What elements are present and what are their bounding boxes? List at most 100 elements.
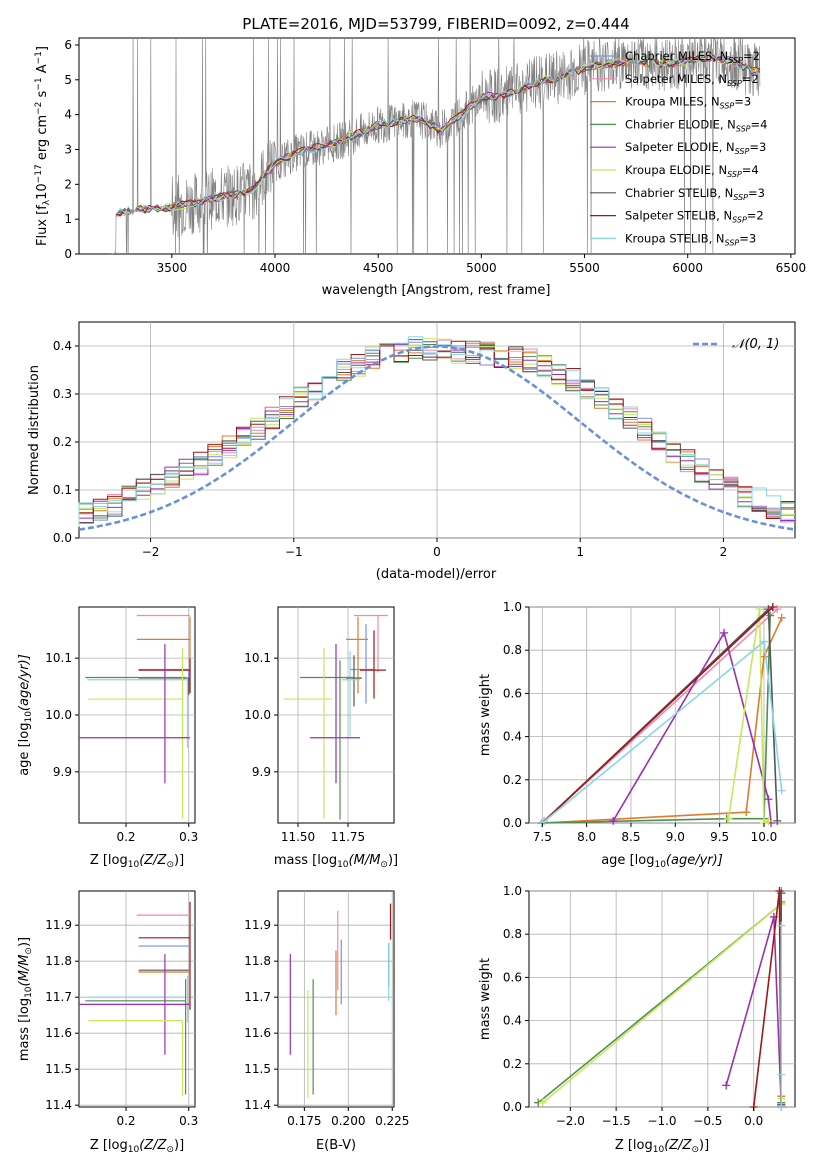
weight-marker-salpeter_elodie xyxy=(720,628,729,637)
y-tick-label: 1.0 xyxy=(503,884,522,898)
weight-marker-kroupa_elodie xyxy=(724,814,733,823)
x-tick-label: 0.175 xyxy=(287,1114,321,1128)
x-tick-label: −0.5 xyxy=(693,1114,722,1128)
y-tick-label: 11.7 xyxy=(244,990,271,1004)
y-tick-label: 0.0 xyxy=(53,531,72,545)
x-tick-label: −1.5 xyxy=(602,1114,631,1128)
x-tick-label: 9.0 xyxy=(666,830,685,844)
x-tick-label: −1.0 xyxy=(647,1114,676,1128)
residuals-ylabel: Normed distribution xyxy=(27,365,42,495)
weight-vs-z-ylabel: mass weight xyxy=(478,958,493,1040)
y-tick-label: 4 xyxy=(64,108,72,122)
x-tick-label: 9.5 xyxy=(710,830,729,844)
spectrum-panel: PLATE=2016, MJD=53799, FIBERID=0092, z=0… xyxy=(34,15,806,298)
observed-spectrum-line xyxy=(110,38,761,254)
x-tick-label: 6500 xyxy=(776,261,807,275)
x-tick-label: 6000 xyxy=(672,261,703,275)
y-tick-label: 0.2 xyxy=(503,1057,522,1071)
x-tick-label: 0.3 xyxy=(179,1114,198,1128)
spectrum-legend: Chabrier MILES, NSSP=2 Salpeter MILES, NS… xyxy=(590,49,767,247)
weight-marker-kroupa_stelib xyxy=(777,786,786,795)
mass-vs-z-panel: 0.2 0.3 11.4 11.5 11.6 11.7 11.8 11.9 Z [log10(… xyxy=(17,890,198,1155)
x-tick-label: 8.5 xyxy=(621,830,640,844)
weight-marker-kroupa_stelib xyxy=(777,1070,786,1079)
weight-marker-kroupa_stelib xyxy=(759,637,768,646)
y-tick-label: 0.8 xyxy=(503,643,522,657)
y-tick-label: 11.4 xyxy=(45,1098,72,1112)
x-tick-label: −1 xyxy=(285,545,303,559)
x-tick-label: 4000 xyxy=(260,261,291,275)
y-tick-label: 0.0 xyxy=(503,1100,522,1114)
y-tick-label: 11.4 xyxy=(244,1098,271,1112)
mass-vs-z-ylabel: mass [log10(M/M⊙)] xyxy=(17,937,34,1061)
y-tick-label: 0.8 xyxy=(503,927,522,941)
legend-label-kroupa_elodie: Kroupa ELODIE, NSSP=4 xyxy=(625,163,759,179)
weight-marker-salpeter_miles xyxy=(773,605,782,614)
weight-marker-chabrier_stelib xyxy=(773,816,782,825)
legend-label-salpeter_elodie: Salpeter ELODIE, NSSP=3 xyxy=(625,140,766,156)
weight-marker-salpeter_stelib xyxy=(768,603,777,611)
weight-line-salpeter_stelib xyxy=(541,606,774,824)
y-tick-label: 0.6 xyxy=(503,686,522,700)
y-tick-label: 0.4 xyxy=(53,339,72,353)
age-vs-z-xlabel: Z [log10(Z/Z⊙)] xyxy=(90,853,184,870)
y-tick-label: 9.9 xyxy=(53,765,72,779)
weight-vs-z-panel: −2.0 −1.5 −1.0 −0.5 0.0 0.0 0.2 0.4 0.6 0.8 1.0 Z … xyxy=(478,884,796,1155)
residual-histogram-kroupa_stelib xyxy=(78,336,795,525)
x-tick-label: 2 xyxy=(720,545,728,559)
normal-curve xyxy=(78,345,796,531)
y-tick-label: 1.0 xyxy=(503,600,522,614)
y-tick-label: 2 xyxy=(64,177,72,191)
spectrum-title: PLATE=2016, MJD=53799, FIBERID=0092, z=0… xyxy=(242,15,629,33)
age-vs-mass-panel: 11.50 11.75 9.9 10.0 10.1 mass [log10(M/M⊙)] xyxy=(244,606,398,870)
y-tick-label: 1 xyxy=(64,212,72,226)
x-tick-label: 8.0 xyxy=(577,830,596,844)
x-tick-label: −2.0 xyxy=(556,1114,585,1128)
y-tick-label: 0.2 xyxy=(53,435,72,449)
y-tick-label: 6 xyxy=(64,38,72,52)
spectrum-frame xyxy=(78,37,796,255)
weight-marker-salpeter_elodie xyxy=(764,795,773,804)
x-tick-label: 10.0 xyxy=(751,830,778,844)
x-tick-label: 4500 xyxy=(363,261,394,275)
y-tick-label: 11.8 xyxy=(244,954,271,968)
y-tick-label: 11.9 xyxy=(45,918,72,932)
legend-label-chabrier_elodie: Chabrier ELODIE, NSSP=4 xyxy=(625,117,767,133)
model-spectrum-kroupa_stelib xyxy=(115,52,761,216)
x-tick-label: 3500 xyxy=(157,261,188,275)
x-tick-label: 11.50 xyxy=(281,830,315,844)
y-tick-label: 0.4 xyxy=(503,730,522,744)
residuals-xlabel: (data-model)/error xyxy=(376,567,497,582)
weight-marker-chabrier_elodie xyxy=(766,611,775,620)
y-tick-label: 0.2 xyxy=(503,773,522,787)
y-tick-label: 11.8 xyxy=(45,954,72,968)
y-tick-label: 0.6 xyxy=(503,970,522,984)
y-tick-label: 0.4 xyxy=(503,1014,522,1028)
legend-label-salpeter_miles: Salpeter MILES, NSSP=2 xyxy=(625,72,759,88)
residuals-panel: −2 −1 0 1 2 0.0 0.1 0.2 0.3 0.4 (data-model)/erro… xyxy=(27,321,796,582)
spectrum-ylabel: Flux [fλ10−17 erg cm−2 s−1 A−1] xyxy=(34,46,52,246)
weight-line-kroupa_elodie xyxy=(727,609,769,825)
weight-marker-salpeter_elodie xyxy=(722,1081,731,1090)
x-tick-label: 0.2 xyxy=(116,1114,135,1128)
x-tick-label: 0.225 xyxy=(375,1114,409,1128)
x-tick-label: 5500 xyxy=(569,261,600,275)
x-tick-label: 0.3 xyxy=(179,830,198,844)
y-tick-label: 11.9 xyxy=(244,918,271,932)
age-vs-z-ylabel: age [log10(age/yr)] xyxy=(17,654,34,776)
weight-vs-age-panel: 7.5 8.0 8.5 9.0 9.5 10.0 0.0 0.2 0.4 0.6 0.8 1.0 ag… xyxy=(478,600,796,870)
x-tick-label: 1 xyxy=(576,545,584,559)
weight-marker-kroupa_miles xyxy=(742,808,751,817)
x-tick-label: 0.0 xyxy=(744,1114,763,1128)
y-tick-label: 11.7 xyxy=(45,990,72,1004)
y-tick-label: 11.5 xyxy=(45,1062,72,1076)
weight-line-kroupa_stelib xyxy=(541,640,783,824)
legend-label-chabrier_miles: Chabrier MILES, NSSP=2 xyxy=(625,49,760,65)
x-tick-label: 0 xyxy=(433,545,441,559)
y-tick-label: 9.9 xyxy=(252,765,271,779)
x-tick-label: 0.200 xyxy=(331,1114,365,1128)
mass-vs-ebv-panel: 0.175 0.200 0.22511.411.511.611.711.811.9 … xyxy=(244,890,409,1153)
y-tick-label: 11.6 xyxy=(244,1026,271,1040)
weight-vs-age-ylabel: mass weight xyxy=(478,674,493,756)
